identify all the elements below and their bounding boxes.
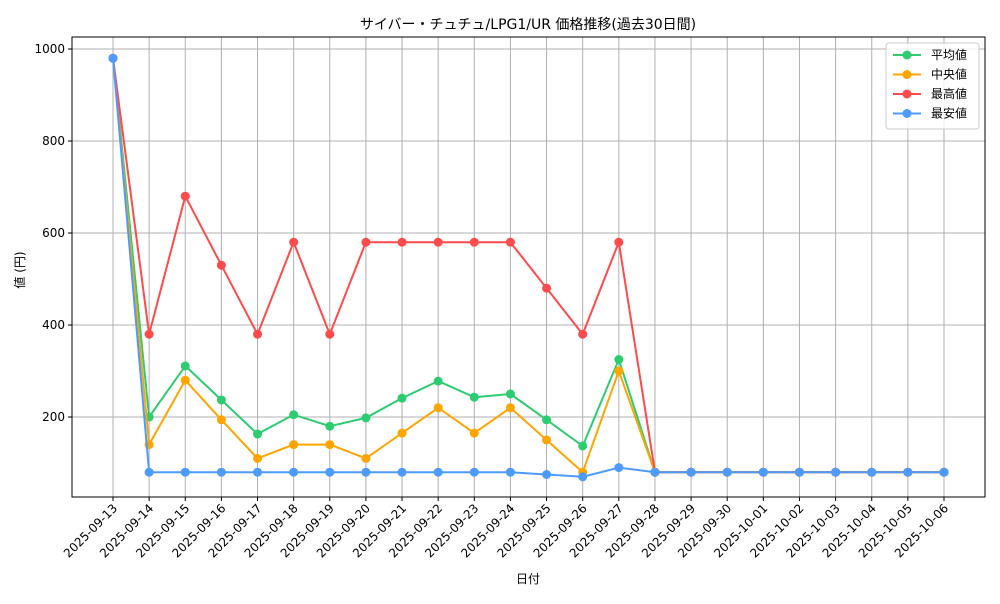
data-point[interactable] — [433, 237, 443, 247]
y-tick-label: 600 — [42, 226, 65, 240]
data-point[interactable] — [469, 467, 479, 477]
data-point[interactable] — [108, 53, 118, 63]
data-point[interactable] — [325, 329, 335, 339]
legend-label: 最安値 — [931, 106, 967, 121]
plot-frame — [71, 36, 986, 498]
data-point[interactable] — [433, 376, 443, 386]
data-point[interactable] — [180, 375, 190, 385]
legend-label: 平均値 — [931, 47, 967, 62]
data-point[interactable] — [325, 440, 335, 450]
data-point[interactable] — [614, 463, 624, 473]
data-point[interactable] — [325, 421, 335, 431]
data-point[interactable] — [505, 389, 515, 399]
data-point[interactable] — [180, 361, 190, 371]
data-point[interactable] — [397, 467, 407, 477]
data-point[interactable] — [903, 467, 913, 477]
data-point[interactable] — [289, 410, 299, 420]
data-point[interactable] — [289, 440, 299, 450]
data-point[interactable] — [758, 467, 768, 477]
data-point[interactable] — [361, 413, 371, 423]
data-point[interactable] — [722, 467, 732, 477]
y-axis-ticks: 200 400 600 800 1000 — [34, 42, 72, 424]
data-point[interactable] — [505, 403, 515, 413]
data-point[interactable] — [939, 467, 949, 477]
legend-box — [885, 42, 980, 130]
data-point[interactable] — [253, 453, 263, 463]
y-axis-label: 値 (円) — [12, 251, 27, 288]
data-point[interactable] — [469, 237, 479, 247]
data-point[interactable] — [289, 467, 299, 477]
y-tick-label: 200 — [42, 410, 65, 424]
data-point[interactable] — [361, 467, 371, 477]
data-point[interactable] — [397, 237, 407, 247]
data-point[interactable] — [144, 329, 154, 339]
data-point[interactable] — [253, 429, 263, 439]
data-point[interactable] — [216, 467, 226, 477]
data-point[interactable] — [433, 467, 443, 477]
data-point[interactable] — [144, 467, 154, 477]
series-line — [112, 58, 944, 474]
data-point[interactable] — [325, 467, 335, 477]
data-point[interactable] — [542, 435, 552, 445]
x-axis-label: 日付 — [516, 572, 540, 586]
data-point[interactable] — [180, 191, 190, 201]
data-point[interactable] — [253, 329, 263, 339]
y-tick-label: 1000 — [34, 42, 65, 56]
data-point[interactable] — [578, 441, 588, 451]
data-point[interactable] — [578, 329, 588, 339]
data-point[interactable] — [361, 237, 371, 247]
data-point[interactable] — [794, 467, 804, 477]
data-point[interactable] — [614, 366, 624, 376]
y-tick-label: 800 — [42, 134, 65, 148]
data-point[interactable] — [650, 467, 660, 477]
data-point[interactable] — [505, 467, 515, 477]
data-series — [108, 53, 949, 482]
data-point[interactable] — [542, 415, 552, 425]
data-point[interactable] — [831, 467, 841, 477]
data-point[interactable] — [289, 237, 299, 247]
data-point[interactable] — [505, 237, 515, 247]
data-point[interactable] — [686, 467, 696, 477]
legend-label: 最高値 — [931, 86, 967, 101]
legend-marker-icon — [902, 109, 912, 118]
x-axis-ticks: 2025-09-132025-09-142025-09-152025-09-16… — [61, 497, 951, 560]
data-point[interactable] — [469, 428, 479, 438]
chart-title: サイバー・チュチュ/LPG1/UR 価格推移(過去30日間) — [360, 17, 696, 33]
legend-marker-icon — [902, 50, 912, 60]
y-tick-label: 400 — [42, 318, 65, 332]
data-point[interactable] — [253, 467, 263, 477]
data-point[interactable] — [542, 283, 552, 293]
data-point[interactable] — [578, 472, 588, 482]
data-point[interactable] — [614, 355, 624, 364]
data-point[interactable] — [361, 453, 371, 463]
data-point[interactable] — [397, 393, 407, 403]
data-point[interactable] — [469, 392, 479, 402]
data-point[interactable] — [180, 467, 190, 477]
data-point[interactable] — [542, 470, 552, 479]
legend-label: 中央値 — [931, 67, 967, 82]
series-line-3 — [108, 53, 949, 482]
data-point[interactable] — [216, 395, 226, 405]
series-line — [112, 58, 944, 478]
data-point[interactable] — [867, 467, 877, 477]
data-point[interactable] — [216, 260, 226, 270]
legend-marker-icon — [902, 89, 912, 99]
grid-lines — [72, 37, 985, 497]
data-point[interactable] — [397, 428, 407, 438]
data-point[interactable] — [433, 403, 443, 413]
data-point[interactable] — [614, 237, 624, 247]
legend-marker-icon — [902, 70, 912, 79]
data-point[interactable] — [216, 415, 226, 425]
